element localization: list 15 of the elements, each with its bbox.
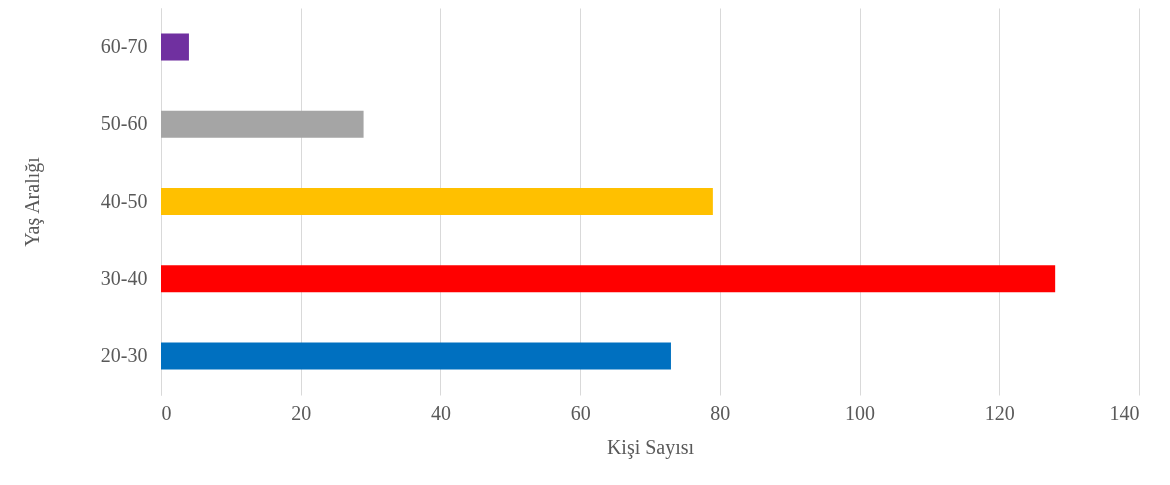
y-tick-label: 50-60 (100, 112, 148, 135)
y-tick-label: 20-30 (100, 343, 148, 366)
x-tick-label: 80 (710, 401, 731, 424)
y-axis-title: Yaş Aralığı (20, 156, 44, 247)
y-tick-label: 40-50 (100, 189, 148, 212)
y-tick-label: 30-40 (100, 266, 148, 289)
x-axis-title: Kişi Sayısı (606, 435, 695, 459)
x-tick-label: 120 (984, 401, 1015, 424)
x-tick-label: 100 (845, 401, 876, 424)
x-tick-label: 0 (161, 401, 172, 424)
x-tick-label: 140 (1109, 401, 1140, 424)
x-tick-label: 20 (291, 401, 312, 424)
y-tick-label: 60-70 (100, 35, 148, 58)
x-tick-label: 60 (570, 401, 591, 424)
x-tick-label: 40 (430, 401, 451, 424)
